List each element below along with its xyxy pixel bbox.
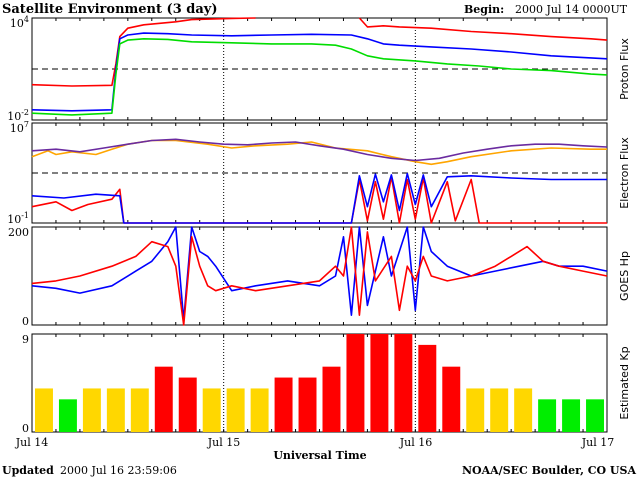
estimated-kp-bar-19 xyxy=(466,388,485,432)
estimated-kp-bar-18 xyxy=(442,366,461,432)
estimated-kp-bar-8 xyxy=(202,388,221,432)
proton-flux-y-tick-label: 104 xyxy=(10,15,29,30)
estimated-kp-bar-1 xyxy=(35,388,53,432)
goes-hp-series-2 xyxy=(31,226,608,326)
updated-value: 2000 Jul 16 23:59:06 xyxy=(60,464,177,477)
electron-flux-axis-label: Electron Flux xyxy=(618,137,631,209)
goes-hp-series-1 xyxy=(31,226,608,321)
estimated-kp-bar-16 xyxy=(394,334,413,432)
estimated-kp-bar-4 xyxy=(106,388,125,432)
estimated-kp-y-tick-label: 0 xyxy=(22,422,29,435)
proton-flux-y-tick-base: 10 xyxy=(10,17,24,30)
estimated-kp-bar-17 xyxy=(418,344,437,432)
electron-flux-series-4 xyxy=(31,172,607,224)
begin-value: 2000 Jul 14 0000UT xyxy=(515,3,628,16)
estimated-kp-axis-label: Estimated Kp xyxy=(618,346,631,419)
proton-flux-series-1 xyxy=(31,17,256,87)
estimated-kp-bar-23 xyxy=(562,399,581,432)
goes-hp-y-tick-label: 200 xyxy=(8,226,29,239)
x-tick-label-jul16: Jul 16 xyxy=(399,436,433,449)
goes-hp-axis-label: GOES Hp xyxy=(618,251,631,301)
proton-flux-axis-label: Proton Flux xyxy=(618,38,631,100)
estimated-kp-bar-22 xyxy=(538,399,557,432)
estimated-kp-bar-5 xyxy=(130,388,149,432)
estimated-kp-bar-9 xyxy=(226,388,245,432)
electron-flux-y-tick-exponent: -1 xyxy=(21,211,29,220)
credit-text: NOAA/SEC Boulder, CO USA xyxy=(462,464,636,477)
goes-hp-frame xyxy=(31,226,608,326)
begin-label: Begin: xyxy=(464,3,504,16)
proton-flux-series-2 xyxy=(358,17,608,41)
x-axis: Jul 14 Jul 15 Jul 16 Jul 17 Universal Ti… xyxy=(15,436,615,462)
estimated-kp-bar-14 xyxy=(346,334,365,432)
proton-flux-y-tick-base: 10 xyxy=(7,110,21,123)
electron-flux-series-1 xyxy=(31,139,607,166)
estimated-kp-bar-7 xyxy=(178,377,197,432)
estimated-kp-bar-11 xyxy=(274,377,293,432)
electron-flux-y-tick-base: 10 xyxy=(7,213,21,226)
x-tick-label-jul14: Jul 14 xyxy=(15,436,49,449)
estimated-kp-bar-24 xyxy=(586,399,604,432)
electron-flux-series-3 xyxy=(31,176,607,224)
estimated-kp-bar-15 xyxy=(370,334,389,432)
electron-flux-y-tick-base: 10 xyxy=(10,122,24,135)
updated-label: Updated xyxy=(2,464,54,477)
estimated-kp-bar-3 xyxy=(82,388,101,432)
estimated-kp-bar-2 xyxy=(58,399,77,432)
electron-flux-frame xyxy=(31,122,608,224)
estimated-kp-y-tick-label: 9 xyxy=(22,333,29,346)
proton-flux-series-4 xyxy=(31,38,608,116)
chart-title: Satellite Environment (3 day) xyxy=(2,2,217,17)
proton-flux-y-tick-exponent: 4 xyxy=(24,15,29,24)
proton-flux-y-tick-label: 10-2 xyxy=(7,108,29,123)
electron-flux-y-tick-label: 10-1 xyxy=(7,211,29,226)
electron-flux-y-tick-label: 107 xyxy=(10,120,29,135)
estimated-kp-bar-13 xyxy=(322,366,341,432)
goes-hp-y-tick-label: 0 xyxy=(22,315,29,328)
x-tick-label-jul15: Jul 15 xyxy=(207,436,241,449)
x-axis-title: Universal Time xyxy=(273,449,366,462)
estimated-kp-bar-21 xyxy=(514,388,533,432)
electron-flux-y-tick-exponent: 7 xyxy=(24,120,29,129)
proton-flux-y-tick-exponent: -2 xyxy=(21,108,29,117)
estimated-kp-bar-20 xyxy=(490,388,509,432)
estimated-kp-bar-6 xyxy=(154,366,173,432)
estimated-kp-panel: 9 0 Estimated Kp xyxy=(22,333,631,435)
x-tick-label-jul17: Jul 17 xyxy=(581,436,615,449)
goes-hp-panel: 200 0 GOES Hp xyxy=(8,226,631,328)
estimated-kp-bar-10 xyxy=(250,388,269,432)
estimated-kp-bar-12 xyxy=(298,377,317,432)
electron-flux-series-2 xyxy=(31,138,608,162)
